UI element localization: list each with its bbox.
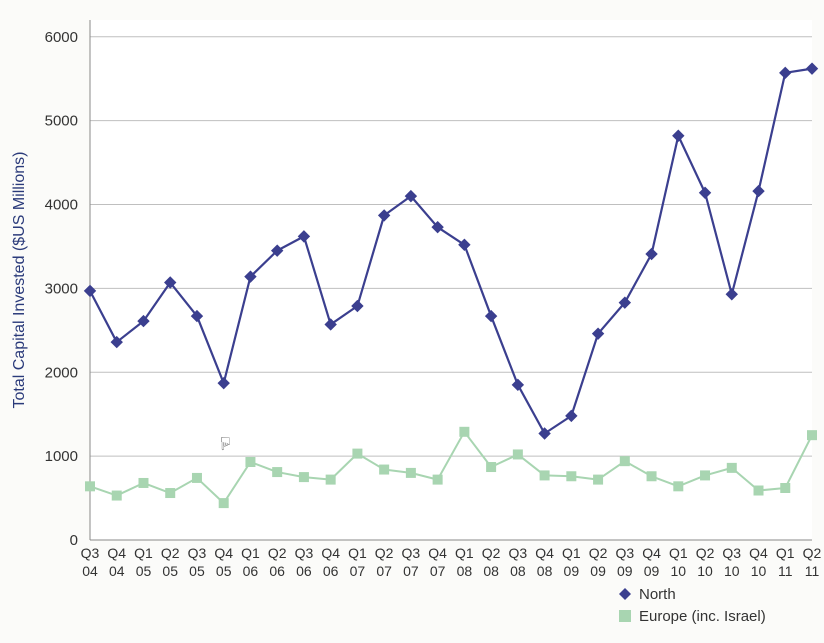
series-marker xyxy=(406,468,415,477)
x-tick-year: 07 xyxy=(350,563,366,579)
series-marker xyxy=(647,472,656,481)
x-tick-quarter: Q2 xyxy=(696,545,715,561)
legend-marker xyxy=(619,610,631,622)
y-tick-label: 6000 xyxy=(45,29,78,46)
x-tick-year: 10 xyxy=(671,563,687,579)
series-marker xyxy=(513,450,522,459)
series-marker xyxy=(246,458,255,467)
x-tick-quarter: Q4 xyxy=(535,545,554,561)
x-tick-quarter: Q4 xyxy=(749,545,768,561)
x-tick-year: 09 xyxy=(644,563,660,579)
x-tick-year: 11 xyxy=(805,563,820,579)
x-tick-quarter: Q1 xyxy=(455,545,474,561)
series-marker xyxy=(620,457,629,466)
x-tick-quarter: Q1 xyxy=(562,545,581,561)
legend-label: Europe (inc. Israel) xyxy=(639,608,766,625)
series-marker xyxy=(273,468,282,477)
series-marker xyxy=(353,449,362,458)
x-tick-year: 11 xyxy=(778,563,793,579)
series-marker xyxy=(380,465,389,474)
series-marker xyxy=(139,478,148,487)
y-tick-label: 0 xyxy=(70,532,78,549)
x-tick-year: 05 xyxy=(216,563,232,579)
x-tick-year: 08 xyxy=(483,563,499,579)
x-tick-quarter: Q4 xyxy=(321,545,340,561)
x-tick-quarter: Q3 xyxy=(295,545,314,561)
x-tick-year: 05 xyxy=(189,563,205,579)
x-tick-quarter: Q4 xyxy=(214,545,233,561)
x-tick-year: 08 xyxy=(457,563,473,579)
series-marker xyxy=(192,473,201,482)
x-tick-quarter: Q1 xyxy=(241,545,260,561)
x-tick-quarter: Q2 xyxy=(482,545,501,561)
series-marker xyxy=(299,473,308,482)
legend-label: North xyxy=(639,586,676,603)
series-marker xyxy=(433,475,442,484)
x-tick-year: 06 xyxy=(243,563,259,579)
series-marker xyxy=(674,482,683,491)
x-tick-quarter: Q1 xyxy=(348,545,367,561)
x-tick-year: 06 xyxy=(296,563,312,579)
y-tick-label: 5000 xyxy=(45,113,78,130)
x-tick-quarter: Q4 xyxy=(642,545,661,561)
y-axis-title: Total Capital Invested ($US Millions) xyxy=(11,152,28,409)
y-tick-label: 2000 xyxy=(45,364,78,381)
chart-container: 0 1000 2000 3000 4000 5000 6000 Total Capital I… xyxy=(0,0,824,643)
x-tick-quarter: Q2 xyxy=(803,545,822,561)
x-tick-year: 08 xyxy=(510,563,526,579)
series-marker xyxy=(701,471,710,480)
x-tick-year: 10 xyxy=(697,563,713,579)
x-tick-quarter: Q1 xyxy=(669,545,688,561)
x-tick-quarter: Q1 xyxy=(134,545,153,561)
x-tick-year: 06 xyxy=(323,563,339,579)
x-tick-quarter: Q1 xyxy=(776,545,795,561)
x-tick-year: 05 xyxy=(136,563,152,579)
series-marker xyxy=(487,463,496,472)
chart-svg: 0 1000 2000 3000 4000 5000 6000 Total Capital I… xyxy=(0,0,824,643)
x-tick-year: 10 xyxy=(724,563,740,579)
series-marker xyxy=(112,491,121,500)
x-tick-quarter: Q3 xyxy=(402,545,421,561)
x-tick-quarter: Q2 xyxy=(589,545,608,561)
series-marker xyxy=(86,482,95,491)
x-tick-year: 09 xyxy=(617,563,633,579)
x-tick-year: 04 xyxy=(109,563,125,579)
series-marker xyxy=(808,431,817,440)
x-tick-quarter: Q4 xyxy=(107,545,126,561)
series-marker xyxy=(594,475,603,484)
x-tick-quarter: Q3 xyxy=(615,545,634,561)
series-marker xyxy=(781,484,790,493)
x-tick-year: 07 xyxy=(430,563,446,579)
x-tick-quarter: Q2 xyxy=(268,545,287,561)
x-tick-quarter: Q2 xyxy=(375,545,394,561)
x-tick-year: 10 xyxy=(751,563,767,579)
x-tick-quarter: Q3 xyxy=(81,545,100,561)
y-tick-label: 4000 xyxy=(45,197,78,214)
series-marker xyxy=(540,471,549,480)
series-marker xyxy=(754,486,763,495)
series-marker xyxy=(326,475,335,484)
series-marker xyxy=(567,472,576,481)
x-tick-year: 09 xyxy=(590,563,606,579)
series-marker xyxy=(219,499,228,508)
y-tick-label: 3000 xyxy=(45,280,78,297)
series-marker xyxy=(460,427,469,436)
x-tick-quarter: Q3 xyxy=(509,545,528,561)
x-tick-year: 04 xyxy=(82,563,98,579)
x-tick-year: 06 xyxy=(269,563,285,579)
series-marker xyxy=(166,489,175,498)
x-tick-year: 05 xyxy=(162,563,178,579)
x-tick-year: 07 xyxy=(376,563,392,579)
x-tick-quarter: Q4 xyxy=(428,545,447,561)
y-tick-label: 1000 xyxy=(45,448,78,465)
series-marker xyxy=(727,463,736,472)
x-tick-year: 07 xyxy=(403,563,419,579)
x-tick-year: 09 xyxy=(564,563,580,579)
x-tick-quarter: Q2 xyxy=(161,545,180,561)
x-tick-year: 08 xyxy=(537,563,553,579)
x-tick-quarter: Q3 xyxy=(722,545,741,561)
x-tick-quarter: Q3 xyxy=(188,545,207,561)
